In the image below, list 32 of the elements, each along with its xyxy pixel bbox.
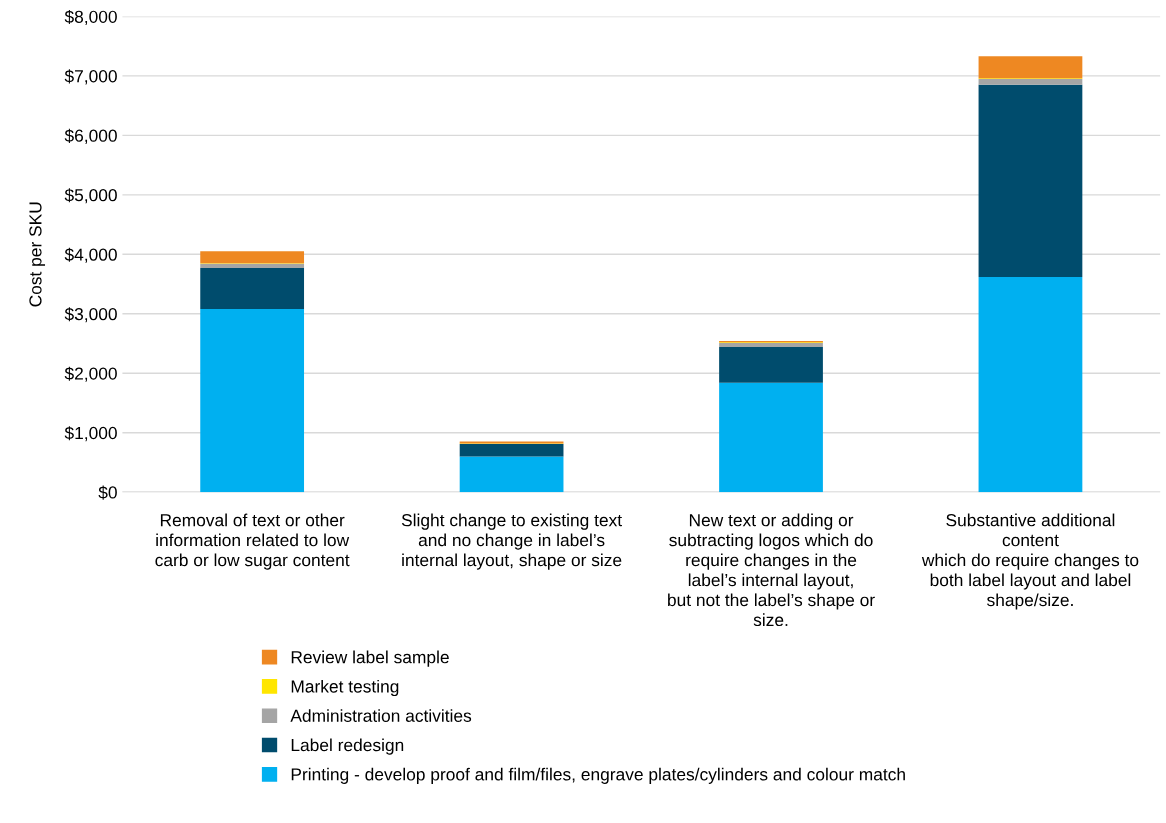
bar (200, 309, 305, 493)
legend-label: Review label sample (291, 650, 449, 667)
bar (200, 267, 305, 310)
x-tick-label: New text or adding or subtracting logos which do require changes in the label’s internal layout, but not the label’s shape or size. (668, 513, 875, 627)
legend-label: Label redesign (291, 738, 404, 755)
bar (719, 382, 823, 493)
bar (978, 78, 1083, 85)
bar (200, 251, 305, 264)
y-tick-label: $6,000 (64, 128, 117, 144)
bar (719, 347, 823, 383)
bar (978, 56, 1083, 79)
bar (459, 456, 564, 493)
bar (978, 84, 1083, 277)
y-tick-label: $8,000 (64, 9, 117, 25)
bar (200, 263, 305, 268)
x-tick-label: Removal of text or other information related to low carb or low sugar content (155, 513, 350, 570)
y-tick-label: $3,000 (64, 307, 117, 323)
bar (719, 342, 823, 348)
x-tick-label: Slight change to existing text and no change in label’s internal layout, shape or size (401, 513, 622, 570)
y-tick-label: $7,000 (64, 69, 117, 85)
legend-label: Administration activities (290, 709, 472, 722)
y-tick-label: $5,000 (64, 188, 117, 204)
bar (459, 443, 564, 457)
x-tick-label: Substantive additional content which do require changes to both label layout and label shape/size. (921, 513, 1139, 610)
bar (978, 276, 1083, 493)
y-tick-label: $2,000 (64, 366, 117, 382)
y-tick-label: $4,000 (64, 247, 117, 263)
y-tick-label: $1,000 (64, 426, 117, 442)
legend-label: Printing - develop proof and film/files, engrave plates/cylinders and colour match (291, 767, 905, 784)
y-tick-label: $0 (98, 485, 117, 500)
legend-label: Market testing (291, 679, 399, 697)
y-axis-title: Cost per SKU (29, 202, 46, 307)
